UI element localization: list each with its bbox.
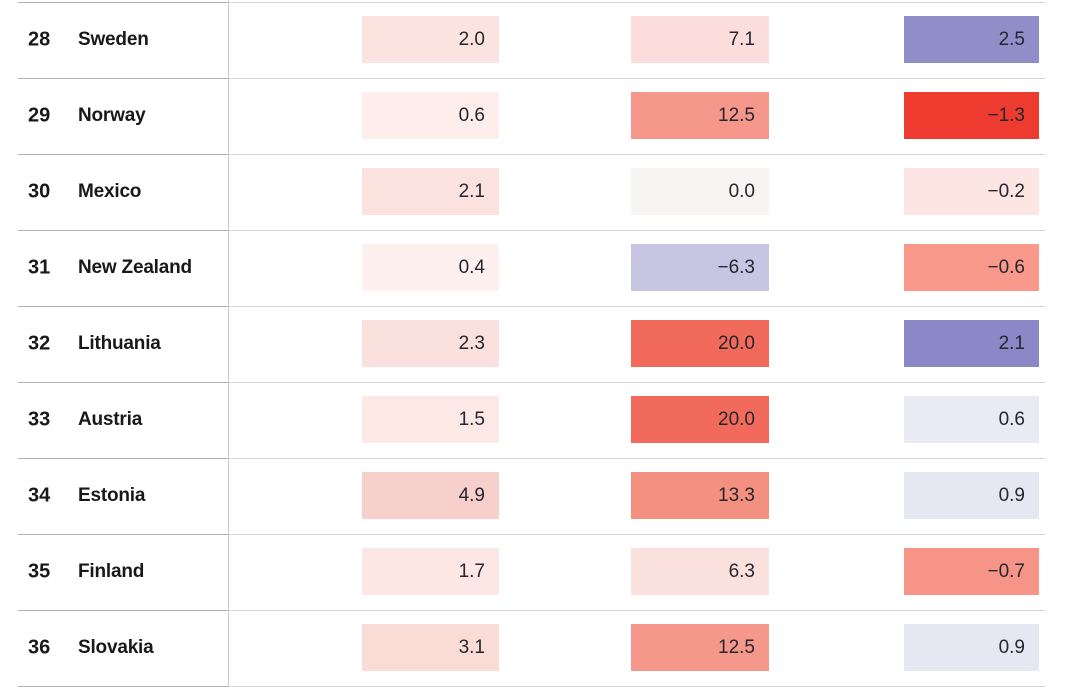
value-cell-2: 20.0 <box>631 396 769 443</box>
country-cell: Lithuania <box>78 333 161 354</box>
value-cell-1: 3.1 <box>362 624 499 671</box>
table-row: 30 Mexico 2.1 0.0 −0.2 <box>0 154 1080 230</box>
country-cell: Norway <box>78 105 146 126</box>
rank-cell: 33 <box>28 408 51 431</box>
value-cell-3: 0.9 <box>904 472 1039 519</box>
value-cell-3: 0.6 <box>904 396 1039 443</box>
country-cell: Austria <box>78 409 143 430</box>
value-cell-2: 20.0 <box>631 320 769 367</box>
table-row: 32 Lithuania 2.3 20.0 2.1 <box>0 306 1080 382</box>
column-divider <box>228 0 229 687</box>
country-cell: Finland <box>78 561 145 582</box>
value-cell-1: 2.0 <box>362 16 499 63</box>
value-cell-2: 7.1 <box>631 16 769 63</box>
value-cell-1: 2.1 <box>362 168 499 215</box>
table-row: 29 Norway 0.6 12.5 −1.3 <box>0 78 1080 154</box>
table-bottom-border <box>18 686 1045 687</box>
rank-cell: 35 <box>28 560 51 583</box>
value-cell-1: 1.5 <box>362 396 499 443</box>
value-cell-3: 2.1 <box>904 320 1039 367</box>
rank-cell: 36 <box>28 636 51 659</box>
table-row: 35 Finland 1.7 6.3 −0.7 <box>0 534 1080 610</box>
rank-cell: 30 <box>28 180 51 203</box>
table-row: 28 Sweden 2.0 7.1 2.5 <box>0 2 1080 78</box>
country-cell: Sweden <box>78 29 149 50</box>
value-cell-3: −0.2 <box>904 168 1039 215</box>
table-row: 36 Slovakia 3.1 12.5 0.9 <box>0 610 1080 686</box>
value-cell-3: 0.9 <box>904 624 1039 671</box>
country-cell: New Zealand <box>78 257 192 278</box>
value-cell-1: 0.4 <box>362 244 499 291</box>
value-cell-2: 12.5 <box>631 624 769 671</box>
value-cell-1: 4.9 <box>362 472 499 519</box>
value-cell-2: −6.3 <box>631 244 769 291</box>
table-row: 34 Estonia 4.9 13.3 0.9 <box>0 458 1080 534</box>
rank-cell: 28 <box>28 28 51 51</box>
rank-cell: 34 <box>28 484 51 507</box>
table-row: 31 New Zealand 0.4 −6.3 −0.6 <box>0 230 1080 306</box>
value-cell-3: −0.6 <box>904 244 1039 291</box>
value-cell-3: 2.5 <box>904 16 1039 63</box>
value-cell-1: 2.3 <box>362 320 499 367</box>
value-cell-2: 0.0 <box>631 168 769 215</box>
value-cell-3: −1.3 <box>904 92 1039 139</box>
value-cell-2: 6.3 <box>631 548 769 595</box>
value-cell-1: 1.7 <box>362 548 499 595</box>
table-rows-container: 28 Sweden 2.0 7.1 2.5 29 Norway 0.6 12.5… <box>0 2 1080 686</box>
table-row: 33 Austria 1.5 20.0 0.6 <box>0 382 1080 458</box>
rank-cell: 31 <box>28 256 51 279</box>
country-cell: Slovakia <box>78 637 154 658</box>
value-cell-2: 12.5 <box>631 92 769 139</box>
value-cell-2: 13.3 <box>631 472 769 519</box>
rank-cell: 32 <box>28 332 51 355</box>
country-cell: Estonia <box>78 485 146 506</box>
rank-cell: 29 <box>28 104 51 127</box>
country-cell: Mexico <box>78 181 142 202</box>
value-cell-1: 0.6 <box>362 92 499 139</box>
value-cell-3: −0.7 <box>904 548 1039 595</box>
